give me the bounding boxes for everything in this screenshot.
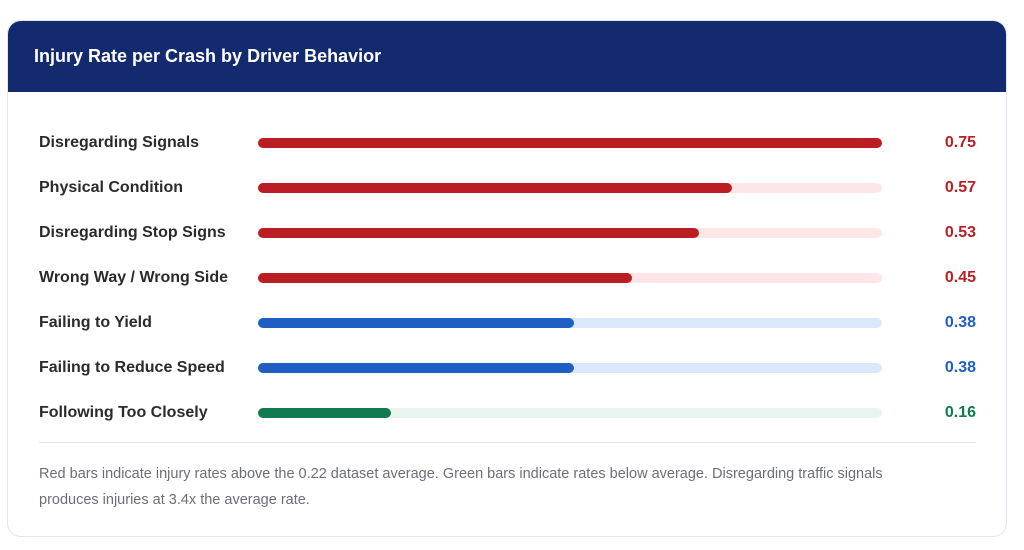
bar: [258, 363, 575, 373]
bar-row: Failing to Yield 0.38: [8, 311, 1006, 335]
bar-row: Physical Condition 0.57: [8, 176, 1006, 200]
bar-track: [258, 408, 882, 418]
bar-label: Disregarding Stop Signs: [39, 224, 226, 241]
bar-track: [258, 138, 882, 148]
bar-row: Wrong Way / Wrong Side 0.45: [8, 266, 1006, 290]
bar-label: Physical Condition: [39, 179, 184, 196]
bar-track: [258, 228, 882, 238]
bar-track: [258, 183, 882, 193]
data-label: 0.38: [944, 314, 976, 331]
bar: [258, 408, 392, 418]
bar-row: Disregarding Signals 0.75: [8, 131, 1006, 155]
bar-label: Failing to Yield: [39, 314, 152, 331]
bar: [258, 318, 575, 328]
bar: [258, 273, 633, 283]
bar-row: Disregarding Stop Signs 0.53: [8, 221, 1006, 245]
chart-title: Injury Rate per Crash by Driver Behavior: [8, 21, 1006, 92]
data-label: 0.38: [944, 359, 976, 376]
footnote: Red bars indicate injury rates above the…: [39, 466, 883, 508]
bar-label: Wrong Way / Wrong Side: [39, 269, 229, 286]
data-label: 0.75: [944, 134, 976, 151]
bar-track: [258, 363, 882, 373]
bar: [258, 138, 882, 148]
bar: [258, 228, 699, 238]
bar-row: Failing to Reduce Speed 0.38: [8, 356, 1006, 380]
bar-track: [258, 318, 882, 328]
data-label: 0.57: [944, 179, 976, 196]
divider: [39, 442, 976, 443]
data-label: 0.16: [944, 404, 976, 421]
bar-row: Following Too Closely 0.16: [8, 401, 1006, 425]
chart-card: Injury Rate per Crash by Driver Behavior…: [7, 20, 1007, 537]
bar-label: Disregarding Signals: [39, 134, 200, 151]
data-label: 0.45: [944, 269, 976, 286]
bar-label: Failing to Reduce Speed: [39, 359, 225, 376]
bar: [258, 183, 733, 193]
bar-label: Following Too Closely: [39, 404, 208, 421]
data-label: 0.53: [944, 224, 976, 241]
bar-track: [258, 273, 882, 283]
